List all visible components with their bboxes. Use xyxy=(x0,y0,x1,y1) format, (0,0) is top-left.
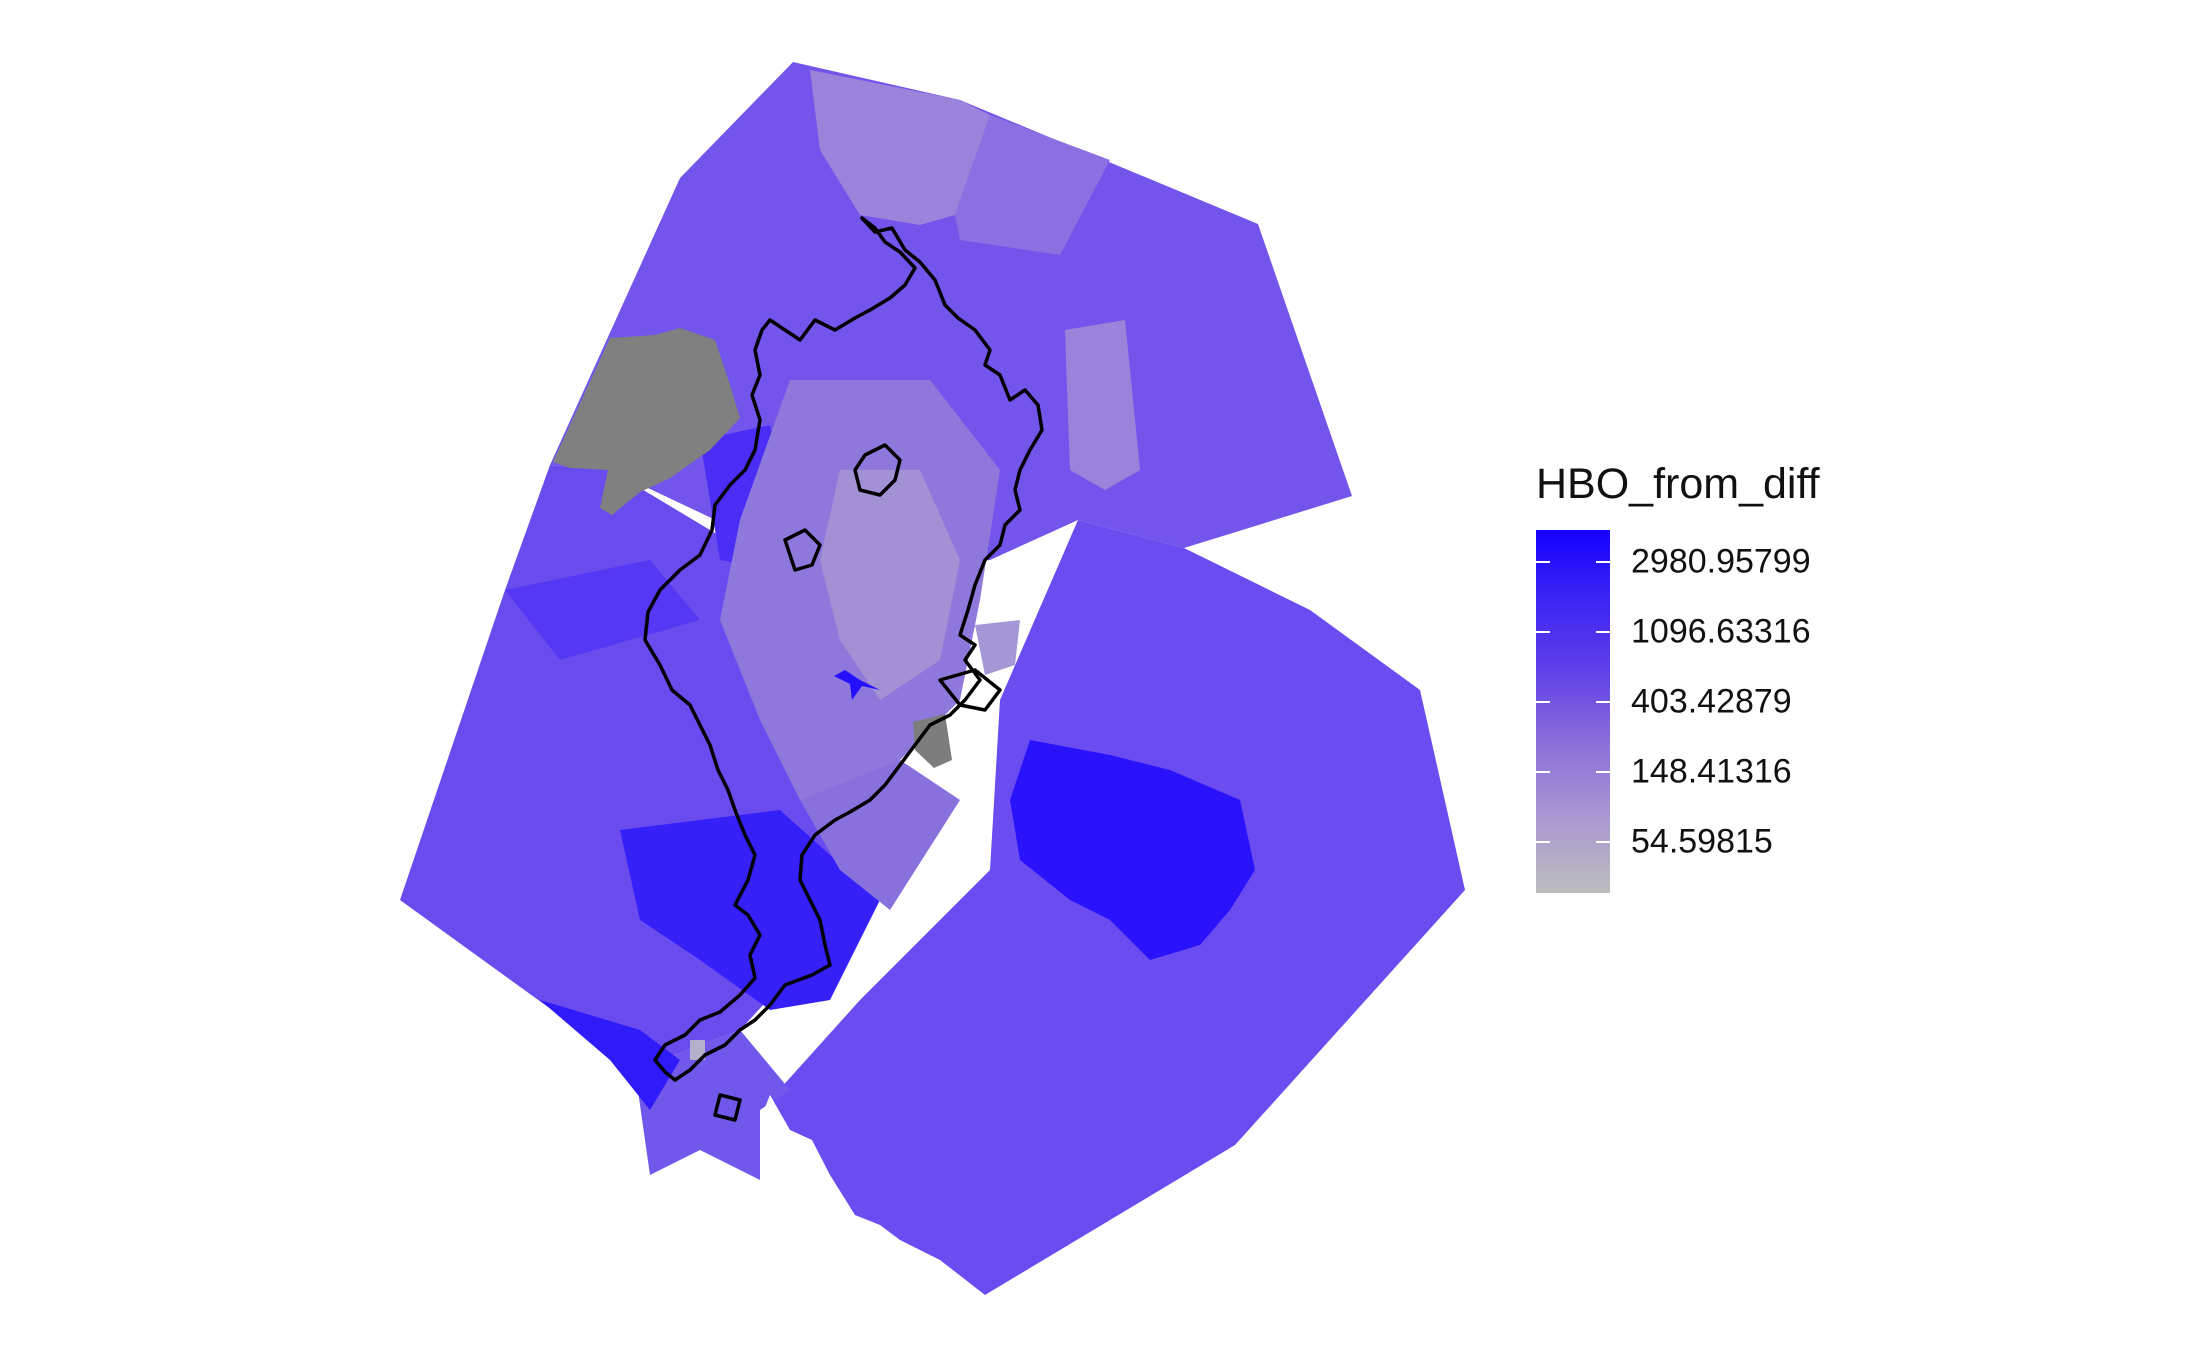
region-fills xyxy=(400,62,1465,1320)
tract-missing-northwest xyxy=(553,328,740,515)
legend-tick xyxy=(1596,561,1610,563)
tract-north-mid xyxy=(955,115,1110,255)
tract-central-south xyxy=(800,760,960,910)
urban-boundary-enclave-3 xyxy=(938,668,1002,712)
legend-tick xyxy=(1536,841,1550,843)
legend-tick xyxy=(1536,701,1550,703)
legend-label: 148.41316 xyxy=(1631,752,1792,791)
legend: HBO_from_diff 2980.95799 1096.63316 403.… xyxy=(1536,460,1896,900)
legend-tick xyxy=(1536,561,1550,563)
legend-tick xyxy=(1596,841,1610,843)
tract-east-bright xyxy=(1010,740,1255,960)
urban-boundary-enclave-2 xyxy=(783,528,822,572)
tract-far-southwest-bright xyxy=(540,1000,680,1110)
legend-label: 1096.63316 xyxy=(1631,612,1811,651)
legend-tick xyxy=(1596,771,1610,773)
tract-central-lighter xyxy=(820,470,960,700)
tract-west-mid xyxy=(505,560,700,660)
legend-tick xyxy=(1536,771,1550,773)
tract-southwest-bright xyxy=(620,810,880,1010)
tract-east-light-spot xyxy=(975,620,1020,675)
urban-boundary-enclave-1 xyxy=(853,443,902,497)
urban-boundary-line xyxy=(643,216,1044,1082)
legend-tick xyxy=(1536,631,1550,633)
urban-boundary xyxy=(643,216,1044,1122)
legend-colorbar xyxy=(1536,530,1610,893)
urban-boundary-enclave-4 xyxy=(713,1093,742,1122)
tract-missing-east xyxy=(913,714,952,768)
tract-small-light xyxy=(690,1040,705,1060)
legend-label: 2980.95799 xyxy=(1631,542,1811,581)
legend-label: 403.42879 xyxy=(1631,682,1792,721)
tract-north-light xyxy=(810,70,990,225)
legend-tick xyxy=(1596,701,1610,703)
tract-east-light xyxy=(1065,320,1140,490)
tract-central-star xyxy=(834,670,880,700)
boundary-notch xyxy=(760,1095,1000,1320)
legend-tick xyxy=(1596,631,1610,633)
legend-label: 54.59815 xyxy=(1631,822,1773,861)
legend-title: HBO_from_diff xyxy=(1536,460,1820,508)
